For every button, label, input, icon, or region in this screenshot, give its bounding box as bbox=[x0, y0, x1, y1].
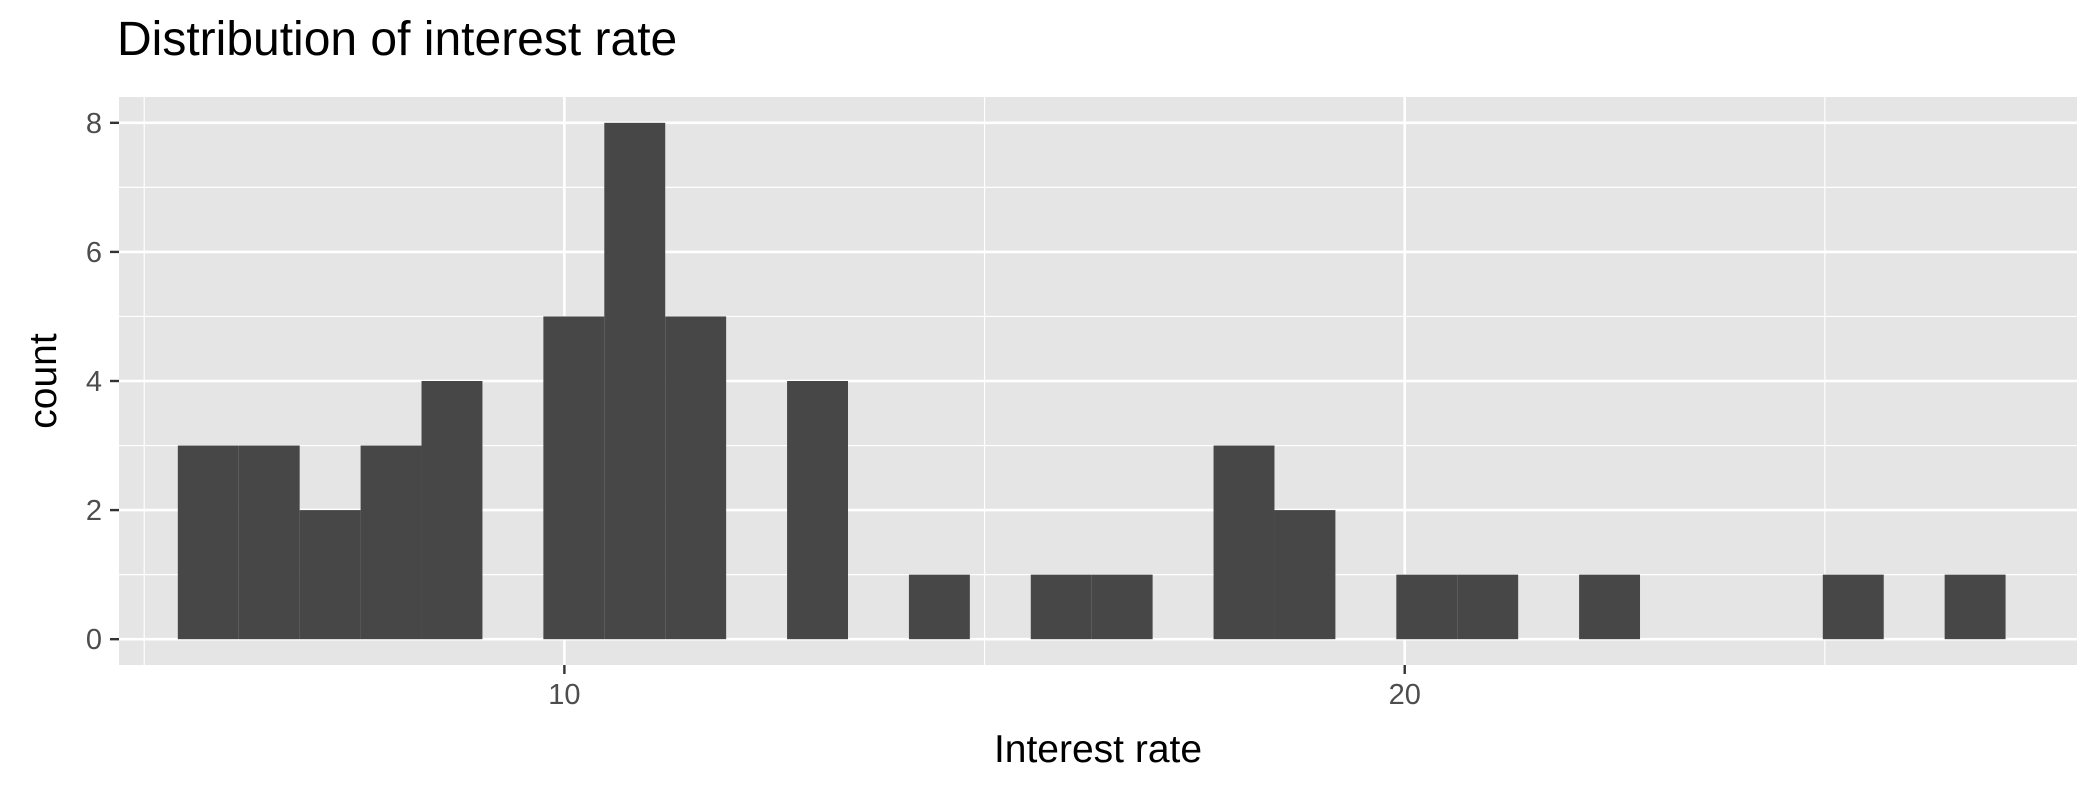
histogram-bar bbox=[1091, 574, 1153, 640]
x-tick-label: 10 bbox=[548, 679, 580, 711]
histogram-bar bbox=[908, 574, 970, 640]
y-tick-label: 8 bbox=[86, 108, 102, 140]
histogram-bar bbox=[665, 316, 727, 640]
x-axis-title: Interest rate bbox=[994, 728, 1202, 771]
histogram-bar bbox=[604, 122, 666, 640]
histogram-bar bbox=[1944, 574, 2006, 640]
histogram-bar bbox=[1579, 574, 1641, 640]
chart-title: Distribution of interest rate bbox=[117, 13, 678, 66]
histogram-bars bbox=[177, 122, 2006, 640]
y-axis-title: count bbox=[22, 333, 65, 429]
histogram-bar bbox=[299, 510, 361, 640]
histogram-bar bbox=[1030, 574, 1092, 640]
histogram-bar bbox=[421, 381, 483, 640]
y-tick-label: 4 bbox=[86, 366, 102, 398]
x-axis: 10 20 bbox=[548, 665, 1421, 711]
histogram-bar bbox=[360, 445, 422, 640]
y-tick-label: 0 bbox=[86, 624, 102, 656]
histogram-bar bbox=[787, 381, 848, 640]
x-tick-label: 20 bbox=[1389, 679, 1421, 711]
histogram-bar bbox=[1457, 574, 1519, 640]
histogram-bar bbox=[177, 445, 239, 640]
y-tick-label: 2 bbox=[86, 495, 102, 527]
y-tick-label: 6 bbox=[86, 237, 102, 269]
histogram-bar bbox=[1822, 574, 1884, 640]
histogram-bar bbox=[1396, 574, 1458, 640]
y-axis: 0 2 4 6 8 bbox=[86, 108, 119, 656]
histogram-bar bbox=[1213, 445, 1275, 640]
histogram-bar bbox=[1274, 510, 1336, 640]
histogram-bar bbox=[543, 316, 605, 640]
histogram-bar bbox=[238, 445, 300, 640]
